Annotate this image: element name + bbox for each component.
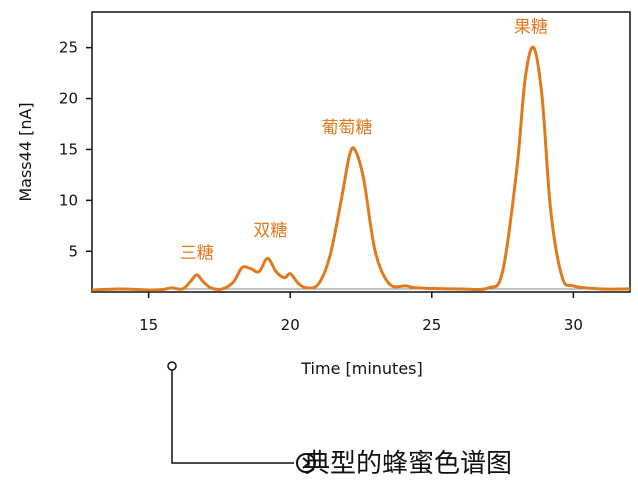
peak-label: 三糖 [180,243,214,263]
circled-arrow-icon [296,453,316,473]
x-tick-label: 25 [422,316,441,334]
peak-label: 果糖 [514,17,548,37]
x-tick-label: 15 [139,316,158,334]
y-tick-label: 25 [59,39,78,57]
peak-label: 葡萄糖 [321,118,372,138]
caption-callout [167,361,316,473]
y-tick-label: 15 [59,140,78,158]
peak-label: 双糖 [253,221,287,241]
x-tick-label: 20 [281,316,300,334]
y-tick-label: 5 [68,242,78,260]
x-tick-label: 30 [564,316,583,334]
plot-frame [91,11,631,293]
y-axis-title: Mass44 [nA] [16,102,35,201]
y-tick-label: 10 [59,191,78,209]
chart-caption: 典型的蜂蜜色谱图 [304,449,513,479]
callout-leader-line [171,370,294,464]
y-tick-label: 20 [59,90,78,108]
callout-anchor-dot [167,361,177,371]
x-axis-title: Time [minutes] [300,359,423,378]
chromatogram-line [91,45,631,292]
